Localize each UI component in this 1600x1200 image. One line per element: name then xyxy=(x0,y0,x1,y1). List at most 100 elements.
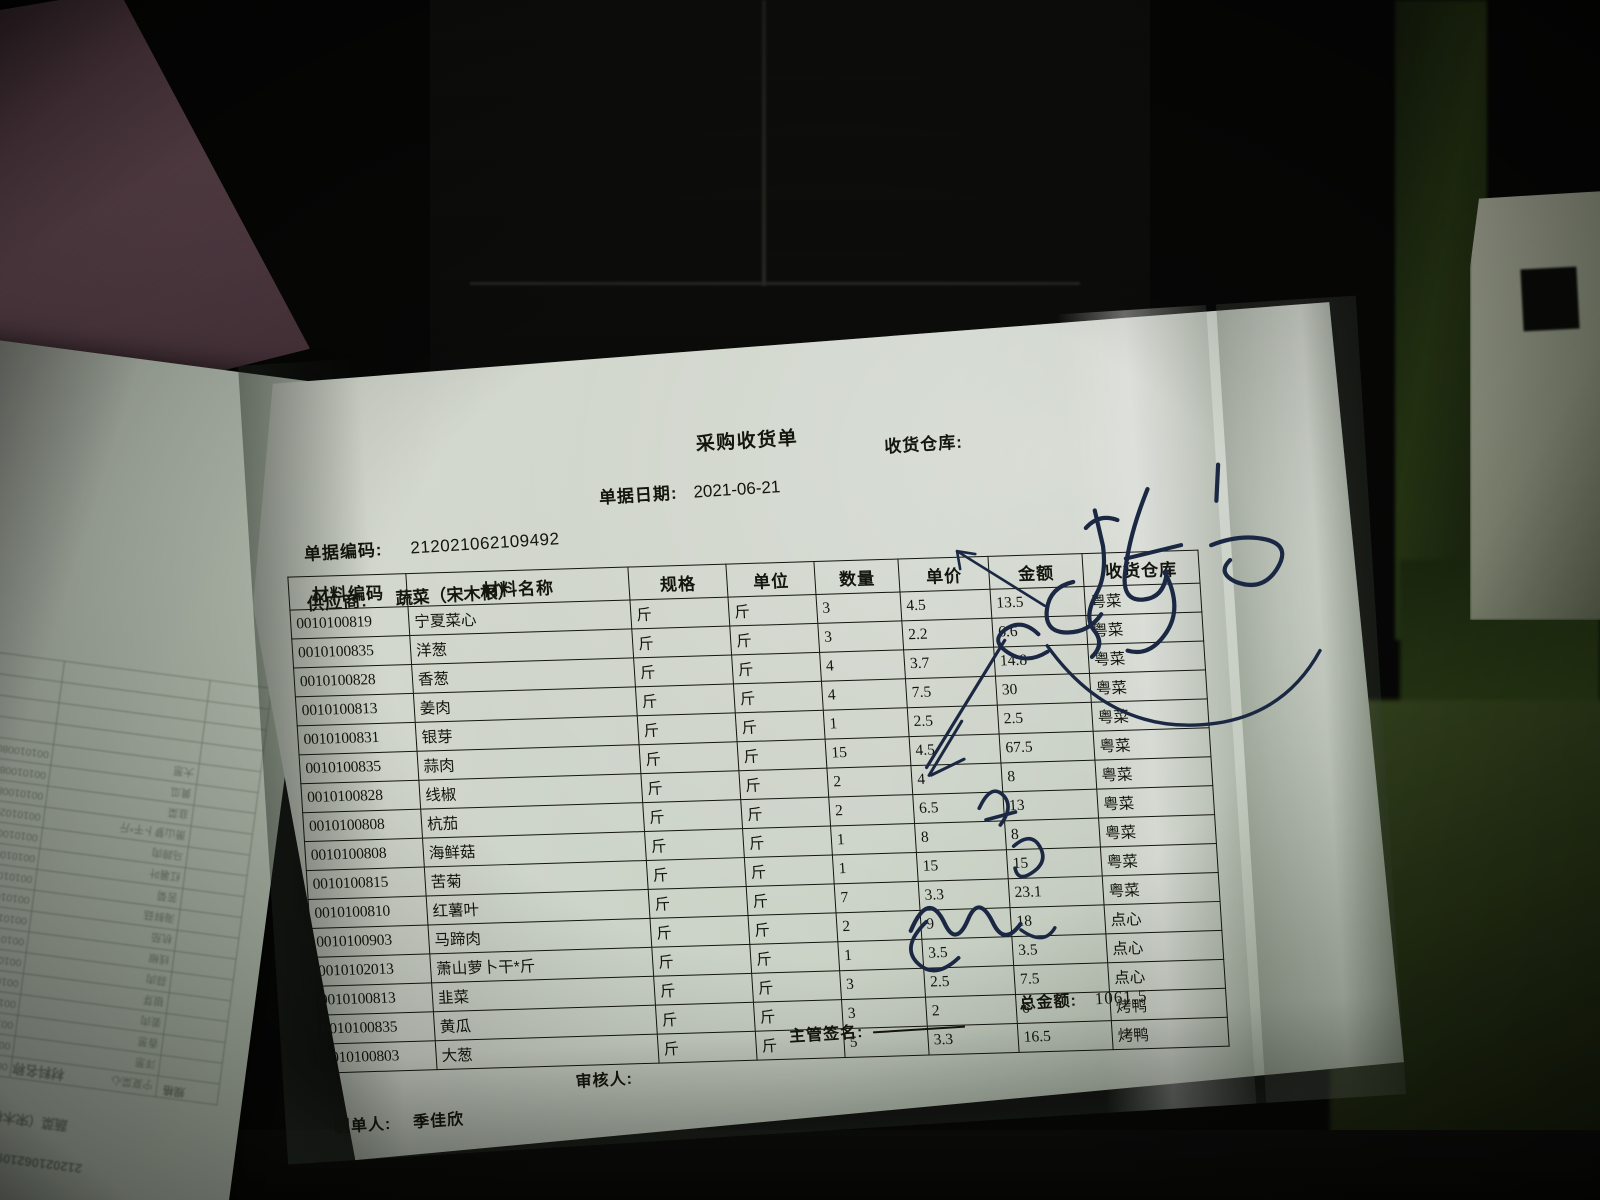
cell-amount: 6.6 xyxy=(991,615,1088,648)
cell-unit: 斤 xyxy=(729,623,820,655)
total-amount-value: 1061.5 xyxy=(1094,986,1149,1009)
total-amount-label: 总金额: xyxy=(1019,992,1078,1014)
cell-warehouse: 粤菜 xyxy=(1087,640,1206,674)
cell-qty: 3 xyxy=(815,591,902,624)
table-header-7: 收货仓库 xyxy=(1081,550,1201,587)
maker-value: 季佳欣 xyxy=(412,1111,465,1132)
cell-unit: 斤 xyxy=(737,739,827,771)
cell-warehouse: 粤菜 xyxy=(1098,814,1217,848)
cell-amount: 3.5 xyxy=(1011,933,1108,966)
cell-price: 3.5 xyxy=(921,936,1014,969)
document-date-label: 单据日期: xyxy=(598,483,679,508)
cell-unit: 斤 xyxy=(749,941,840,974)
cell-price: 2.2 xyxy=(901,618,994,650)
document-date-field: 单据日期: 2021-06-21 xyxy=(598,472,781,508)
cell-code: 0010100813 xyxy=(313,982,434,1016)
cell-spec: 斤 xyxy=(644,828,745,861)
carbon-copy-table: 宁夏菜心 0010100819 洋葱 0010100835 香葱 0010100828 姜肉… xyxy=(0,641,272,1105)
cell-warehouse: 粤菜 xyxy=(1093,727,1211,761)
receiving-warehouse-label: 收货仓库: xyxy=(883,432,964,457)
cell-unit: 斤 xyxy=(746,883,837,916)
cell-qty: 15 xyxy=(825,736,911,769)
white-appliance-vent xyxy=(1520,266,1580,332)
cell-spec: 斤 xyxy=(635,683,736,716)
table-header-5: 单价 xyxy=(897,556,990,592)
cell-price: 4.5 xyxy=(909,734,1001,766)
cell-price: 8 xyxy=(914,820,1007,853)
cell-spec: 斤 xyxy=(653,973,754,1006)
cell-amount: 14.8 xyxy=(993,644,1090,677)
cell-code: 0010100808 xyxy=(302,809,423,842)
cell-warehouse: 点心 xyxy=(1105,930,1224,963)
checker-label: 审核人: xyxy=(575,1070,634,1092)
table-header-6: 金额 xyxy=(987,553,1085,590)
cell-spec: 斤 xyxy=(646,857,747,890)
cell-code: 0010100815 xyxy=(306,867,427,900)
cell-warehouse: 粤菜 xyxy=(1085,612,1204,645)
cell-amount: 2.5 xyxy=(997,702,1094,735)
cell-qty: 1 xyxy=(832,852,919,884)
cell-spec: 斤 xyxy=(639,741,739,774)
document-body: 采购收货单 单据日期: 2021-06-21 收货仓库: 单据编码: 2120210… xyxy=(238,296,1406,1165)
carbon-code: 212021062109492 xyxy=(0,1147,83,1177)
cell-amount: 23.1 xyxy=(1008,875,1105,908)
cell-warehouse: 粤菜 xyxy=(1091,698,1210,732)
cell-code: 0010100835 xyxy=(291,635,412,668)
cell-warehouse: 烤鸭 xyxy=(1111,1017,1230,1050)
document-date-value: 2021-06-21 xyxy=(692,477,781,502)
cell-spec: 斤 xyxy=(649,915,750,948)
cell-amount: 15 xyxy=(1006,847,1103,879)
cell-warehouse: 粤菜 xyxy=(1084,583,1202,616)
cell-unit: 斤 xyxy=(733,681,824,713)
supervisor-signature-line xyxy=(873,1025,966,1034)
maker-label: 制单人: xyxy=(333,1115,392,1137)
table-header-4: 数量 xyxy=(813,559,900,595)
cell-unit: 斤 xyxy=(751,970,842,1003)
cell-spec: 斤 xyxy=(648,886,748,919)
carbon-supplier: 蔬菜（宋木根） xyxy=(0,1106,69,1133)
cell-code: 0010100808 xyxy=(304,838,425,871)
cell-code: 0010100819 xyxy=(289,606,410,640)
cell-qty: 1 xyxy=(830,823,917,855)
white-appliance xyxy=(1470,190,1600,620)
cell-warehouse: 粤菜 xyxy=(1100,843,1219,876)
cell-spec: 斤 xyxy=(655,1002,756,1035)
cell-unit: 斤 xyxy=(738,768,829,800)
cell-unit: 斤 xyxy=(731,652,822,684)
cell-amount: 13 xyxy=(1002,789,1099,821)
table-header-0: 材料编码 xyxy=(287,573,408,611)
cell-price: 9 xyxy=(920,907,1012,940)
cell-qty: 2 xyxy=(836,910,922,942)
cell-code: 0010102013 xyxy=(311,953,432,987)
cell-price: 2.5 xyxy=(907,705,1000,737)
cell-price: 3.7 xyxy=(903,647,996,679)
purchase-receipt-sheet[interactable]: 采购收货单 单据日期: 2021-06-21 收货仓库: 单据编码: 2120210… xyxy=(237,295,1407,1165)
cell-price: 4 xyxy=(910,762,1003,795)
cell-warehouse: 粤菜 xyxy=(1094,756,1213,790)
page-title: 采购收货单 xyxy=(695,427,799,456)
cell-price: 4.5 xyxy=(899,589,992,621)
supervisor-signature-label: 主管签名: xyxy=(788,1024,864,1046)
cell-qty: 1 xyxy=(823,707,910,740)
cell-warehouse: 粤菜 xyxy=(1089,669,1208,703)
cell-warehouse: 粤菜 xyxy=(1096,785,1215,819)
cell-code: 0010100903 xyxy=(309,924,430,958)
cell-code: 0010100835 xyxy=(315,1011,436,1045)
cell-code: 0010100803 xyxy=(317,1040,438,1074)
cell-amount: 8 xyxy=(1004,818,1101,850)
table-header-3: 单位 xyxy=(725,561,816,598)
foreground-shadow xyxy=(0,1130,1600,1200)
document-code-value: 212021062109492 xyxy=(409,529,561,558)
cell-spec: 斤 xyxy=(640,770,741,803)
maker-field: 制单人: 季佳欣 xyxy=(333,1105,465,1137)
cell-unit: 斤 xyxy=(740,797,831,829)
cell-code: 0010100831 xyxy=(297,722,418,755)
cell-spec: 斤 xyxy=(657,1031,758,1064)
cell-qty: 7 xyxy=(834,881,921,913)
checker-field: 审核人: xyxy=(575,1065,634,1093)
cell-qty: 2 xyxy=(826,765,913,798)
cell-code: 0010100828 xyxy=(300,780,421,813)
cell-qty: 4 xyxy=(819,649,906,682)
receiving-warehouse-field: 收货仓库: xyxy=(883,428,964,458)
